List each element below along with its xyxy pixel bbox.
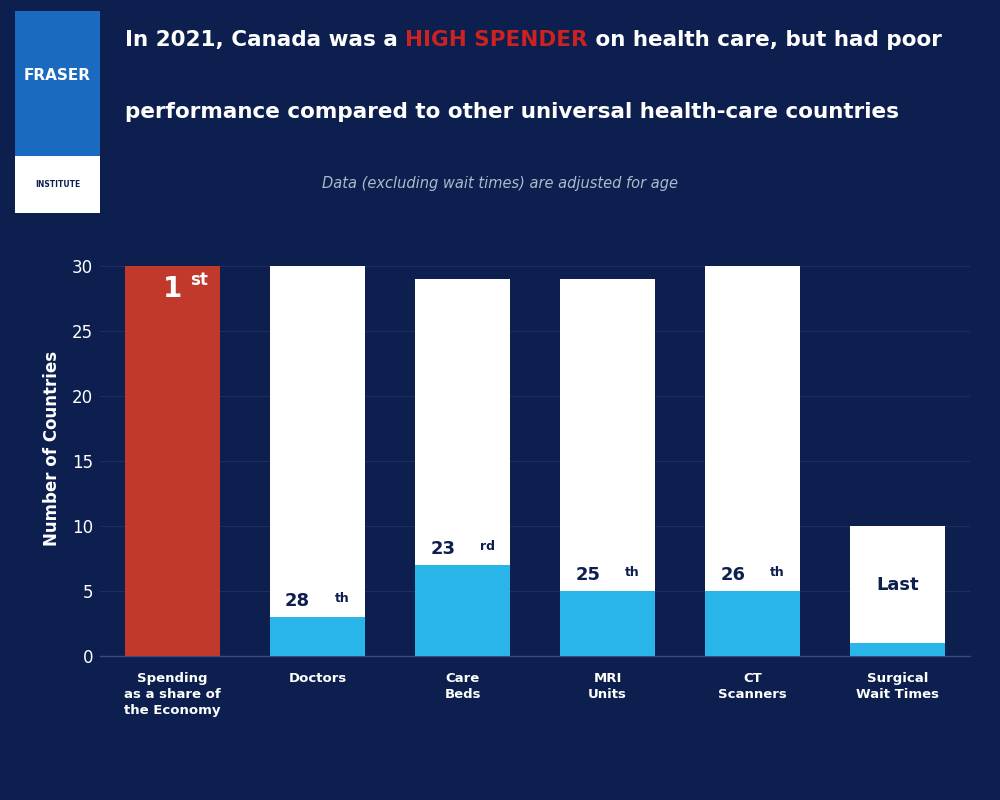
Text: 26: 26	[720, 566, 745, 585]
Bar	[560, 279, 655, 591]
Text: CT
Scanners: CT Scanners	[718, 672, 787, 701]
Text: th: th	[625, 566, 640, 579]
Text: performance compared to other universal health-care countries: performance compared to other universal …	[125, 102, 899, 122]
Bar	[415, 565, 510, 656]
Bar	[705, 266, 800, 591]
Text: Last: Last	[876, 575, 919, 594]
Text: 25: 25	[575, 566, 600, 585]
Text: Data (excluding wait times) are adjusted for age: Data (excluding wait times) are adjusted…	[322, 176, 678, 191]
Bar	[850, 526, 945, 643]
Text: st: st	[190, 271, 208, 290]
Bar	[560, 591, 655, 656]
Text: th: th	[770, 566, 785, 579]
Bar	[850, 643, 945, 656]
Bar	[415, 279, 510, 565]
Text: HIGH SPENDER: HIGH SPENDER	[405, 30, 588, 50]
FancyBboxPatch shape	[15, 11, 100, 213]
Bar	[705, 591, 800, 656]
Text: th: th	[335, 592, 350, 606]
Text: 1: 1	[163, 275, 182, 303]
Text: on health care, but had poor: on health care, but had poor	[588, 30, 942, 50]
Text: Care
Beds: Care Beds	[444, 672, 481, 701]
Text: rd: rd	[480, 540, 495, 554]
Y-axis label: Number of Countries: Number of Countries	[43, 350, 61, 546]
Text: INSTITUTE: INSTITUTE	[35, 180, 80, 189]
Bar	[125, 266, 220, 656]
Text: Surgical
Wait Times: Surgical Wait Times	[856, 672, 939, 701]
Text: 28: 28	[285, 593, 310, 610]
Text: FRASER: FRASER	[24, 68, 91, 83]
FancyBboxPatch shape	[15, 156, 100, 213]
Bar	[270, 617, 365, 656]
Text: Spending
as a share of
the Economy: Spending as a share of the Economy	[124, 672, 221, 717]
Bar	[270, 266, 365, 617]
Text: Doctors: Doctors	[288, 672, 347, 685]
Text: MRI
Units: MRI Units	[588, 672, 627, 701]
Text: 23: 23	[430, 541, 455, 558]
Text: In 2021, Canada was a: In 2021, Canada was a	[125, 30, 405, 50]
